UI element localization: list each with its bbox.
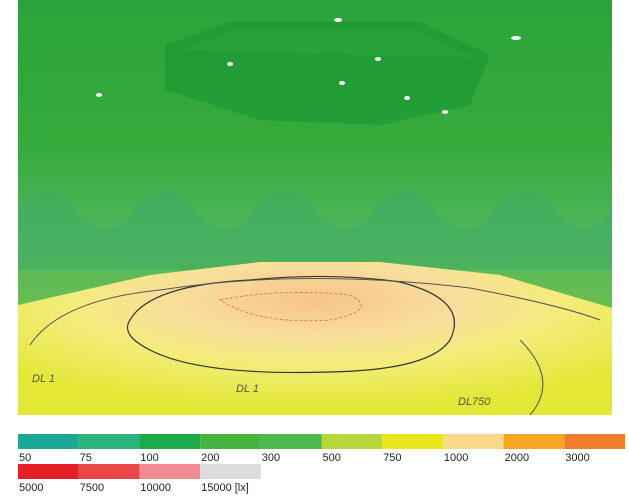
legend-label: 50 — [19, 452, 31, 464]
legend-label: 3000 — [565, 452, 589, 464]
legend-label: 5000 — [19, 482, 43, 494]
contour — [218, 292, 362, 322]
light — [511, 36, 521, 40]
floor-label: DL 1 — [32, 373, 55, 385]
scene: DL 1 DL 1 DL750 — [18, 0, 612, 416]
lights — [96, 18, 521, 114]
legend-swatch — [382, 434, 443, 449]
legend-label: 300 — [262, 452, 280, 464]
light — [339, 81, 345, 85]
legend-label: 500 — [323, 452, 341, 464]
legend-swatch — [18, 434, 79, 449]
legend-swatch — [260, 434, 322, 449]
contour — [519, 339, 544, 416]
light — [404, 96, 410, 100]
legend-label: 200 — [201, 452, 219, 464]
legend-swatch — [442, 434, 504, 449]
legend-swatch — [139, 464, 201, 479]
legend-label: 1000 — [444, 452, 468, 464]
ceiling-recess-inner — [180, 30, 478, 58]
legend: 50 75 100 200 300 500 750 1000 2000 3000 5000 7500 1… — [18, 434, 625, 494]
legend-swatch — [200, 434, 261, 449]
contour — [29, 278, 601, 346]
light — [227, 62, 233, 66]
legend-swatch — [139, 434, 201, 449]
legend-label: 10000 — [140, 482, 171, 494]
legend-label: 15000 [lx] — [201, 482, 249, 494]
legend-label: 750 — [383, 452, 401, 464]
legend-label: 2000 — [505, 452, 529, 464]
light — [375, 57, 381, 61]
floor-label: DL750 — [458, 396, 491, 408]
wall-pattern — [18, 190, 612, 270]
legend-swatch — [18, 464, 79, 479]
legend-swatch — [78, 434, 140, 449]
legend-swatch — [200, 464, 261, 479]
legend-swatch — [321, 434, 383, 449]
light — [96, 93, 102, 97]
legend-swatch — [564, 434, 625, 449]
legend-label: 100 — [140, 452, 158, 464]
legend-swatch — [503, 434, 565, 449]
light — [334, 18, 342, 22]
light — [442, 110, 448, 114]
floor-label: DL 1 — [236, 383, 259, 395]
legend-label: 7500 — [80, 482, 104, 494]
floor — [18, 262, 612, 415]
legend-label: 75 — [80, 452, 92, 464]
legend-swatch — [78, 464, 140, 479]
